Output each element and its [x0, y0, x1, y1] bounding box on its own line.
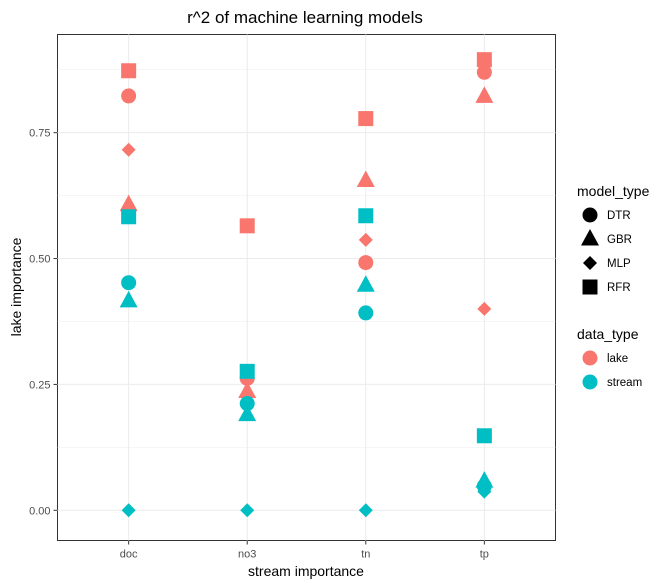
- data-point-dtr-lake: [358, 255, 374, 271]
- plot-panel: [57, 34, 556, 541]
- legend-label-rfr: RFR: [607, 282, 631, 294]
- legend-label-dtr: DTR: [607, 210, 631, 222]
- data-point-mlp-stream: [240, 503, 255, 518]
- data-point-dtr-lake: [476, 64, 492, 80]
- data-point-gbr-lake: [475, 86, 494, 103]
- data-point-rfr-lake: [358, 111, 374, 127]
- data-point-mlp-stream: [121, 503, 136, 518]
- data-point-rfr-stream: [239, 363, 255, 379]
- data-point-mlp-stream: [358, 503, 373, 518]
- x-axis-ticks: doc no3 tn tp: [120, 540, 489, 561]
- legend-key-lake: [582, 350, 598, 366]
- legend-key-gbr: [581, 229, 599, 246]
- y-tick-label: 0.50: [29, 254, 50, 266]
- data-point-gbr-lake: [356, 170, 375, 188]
- y-tick-label: 0.00: [29, 505, 50, 517]
- y-tick-label: 0.25: [29, 379, 50, 391]
- legend-title-model-type: model_type: [577, 183, 650, 199]
- data-point-rfr-stream: [476, 428, 492, 444]
- legend-key-rfr: [582, 279, 598, 295]
- x-axis-title: stream importance: [248, 563, 364, 579]
- data-point-dtr-stream: [121, 275, 137, 291]
- data-point-dtr-lake: [121, 88, 137, 104]
- y-axis-title: lake importance: [8, 237, 24, 336]
- data-point-gbr-lake: [119, 194, 138, 212]
- data-point-gbr-stream: [475, 471, 494, 488]
- data-point-dtr-stream: [239, 396, 255, 412]
- legend-label-lake: lake: [607, 353, 628, 365]
- data-point-mlp-lake: [121, 142, 136, 157]
- legend-label-gbr: GBR: [607, 234, 632, 246]
- chart-title: r^2 of machine learning models: [187, 8, 423, 27]
- data-point-gbr-stream: [238, 404, 257, 422]
- y-tick-label: 0.75: [29, 128, 50, 140]
- data-point-dtr-stream: [358, 305, 374, 321]
- data-point-gbr-stream: [356, 275, 375, 292]
- y-axis-ticks: 0.00 0.25 0.50 0.75: [29, 128, 58, 517]
- data-points: [119, 52, 494, 518]
- data-point-mlp-lake: [477, 301, 492, 316]
- legend-key-mlp: [583, 256, 597, 270]
- x-tick-label: tn: [361, 549, 370, 561]
- data-point-rfr-stream: [358, 208, 374, 224]
- data-point-rfr-lake: [476, 52, 492, 68]
- data-point-mlp-lake: [358, 232, 373, 247]
- legend-label-mlp: MLP: [607, 258, 631, 270]
- x-tick-label: no3: [238, 549, 256, 561]
- data-point-rfr-lake: [121, 63, 137, 79]
- data-point-rfr-stream: [121, 209, 137, 225]
- x-tick-label: doc: [120, 549, 138, 561]
- legend-key-stream: [582, 374, 598, 390]
- x-tick-label: tp: [480, 549, 489, 561]
- data-point-rfr-lake: [239, 218, 255, 234]
- data-point-gbr-stream: [119, 290, 138, 308]
- data-point-mlp-stream: [477, 484, 492, 499]
- legend-title-data-type: data_type: [577, 326, 639, 342]
- legend-label-stream: stream: [607, 377, 642, 389]
- legend-key-dtr: [582, 207, 598, 223]
